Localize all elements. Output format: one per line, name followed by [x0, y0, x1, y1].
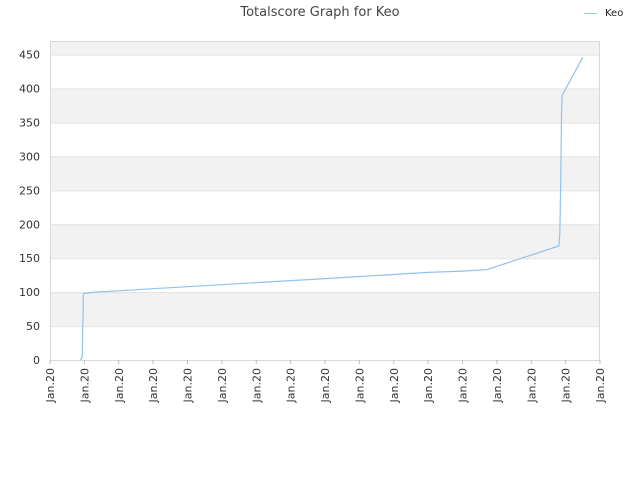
x-tick-label: Jan.20	[319, 368, 332, 403]
x-tick-label: Jan.20	[216, 368, 229, 403]
legend-label: Keo	[605, 7, 624, 19]
grid-band	[50, 292, 600, 327]
y-tick-label: 300	[19, 150, 40, 163]
y-tick-label: 50	[26, 320, 40, 333]
y-tick-label: 250	[19, 184, 40, 197]
x-tick-label: Jan.20	[560, 368, 573, 403]
x-tick-label: Jan.20	[491, 368, 504, 403]
y-tick-label: 150	[19, 252, 40, 265]
grid-band	[50, 88, 600, 123]
y-tick-label: 350	[19, 116, 40, 129]
y-tick-label: 200	[19, 218, 40, 231]
y-tick-label: 400	[19, 83, 40, 96]
chart-title: Totalscore Graph for Keo	[240, 5, 400, 20]
x-tick-label: Jan.20	[422, 368, 435, 403]
x-tick-label: Jan.20	[182, 368, 195, 403]
grid-band	[50, 41, 600, 55]
x-tick-label: Jan.20	[594, 368, 607, 403]
legend-swatch	[584, 12, 597, 14]
x-tick-label: Jan.20	[113, 368, 126, 403]
grid-band	[50, 224, 600, 259]
x-tick-label: Jan.20	[525, 368, 538, 403]
series-line-keo	[79, 57, 584, 361]
y-tick-label: 450	[19, 49, 40, 62]
x-tick-label: Jan.20	[250, 368, 263, 403]
y-tick-label: 0	[33, 354, 40, 367]
x-tick-label: Jan.20	[388, 368, 401, 403]
grid-band	[50, 156, 600, 191]
x-tick-label: Jan.20	[353, 368, 366, 403]
y-tick-label: 100	[19, 286, 40, 299]
x-tick-label: Jan.20	[147, 368, 160, 403]
legend: Keo	[584, 7, 623, 19]
x-tick-label: Jan.20	[285, 368, 298, 403]
x-tick-label: Jan.20	[457, 368, 470, 403]
x-tick-label: Jan.20	[78, 368, 91, 403]
x-tick-label: Jan.20	[44, 368, 57, 403]
